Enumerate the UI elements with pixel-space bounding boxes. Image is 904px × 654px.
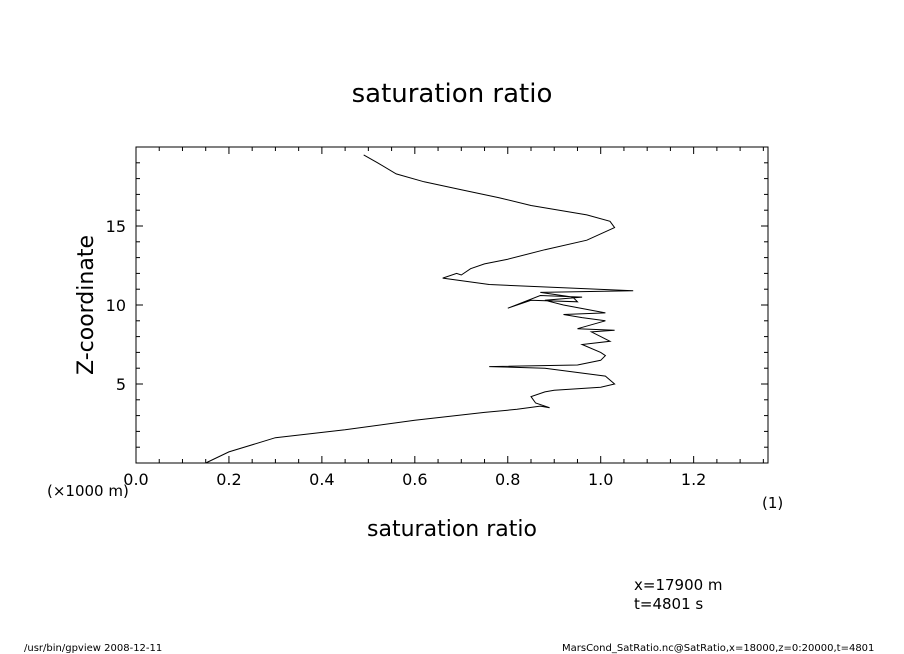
y-unit-label: (×1000 m) bbox=[47, 482, 129, 500]
x-tick-label: 1.0 bbox=[588, 470, 613, 489]
tick-marks bbox=[135, 147, 768, 463]
x-tick-label: 1.2 bbox=[681, 470, 706, 489]
y-axis-label: Z-coordinate bbox=[74, 235, 99, 375]
x-tick-label: 0.2 bbox=[216, 470, 241, 489]
time-annotation: t=4801 s bbox=[634, 595, 703, 613]
position-annotation: x=17900 m bbox=[634, 576, 723, 594]
x-tick-label: 0.6 bbox=[402, 470, 427, 489]
y-tick-label: 10 bbox=[106, 296, 126, 315]
series-line bbox=[205, 154, 634, 464]
y-tick-labels: 5 10 15 bbox=[106, 217, 126, 394]
chart-title: saturation ratio bbox=[352, 79, 553, 109]
y-tick-label: 5 bbox=[116, 375, 126, 394]
x-axis-label: saturation ratio bbox=[367, 517, 537, 542]
footer-right: MarsCond_SatRatio.nc@SatRatio,x=18000,z=… bbox=[562, 643, 874, 654]
x-tick-labels: 0.0 0.2 0.4 0.6 0.8 1.0 1.2 bbox=[123, 470, 706, 489]
x-unit-label: (1) bbox=[762, 494, 783, 512]
x-tick-label: 0.4 bbox=[309, 470, 334, 489]
y-tick-label: 15 bbox=[106, 217, 126, 236]
x-tick-label: 0.8 bbox=[495, 470, 520, 489]
series-layer bbox=[205, 154, 634, 464]
footer-left: /usr/bin/gpview 2008-12-11 bbox=[24, 643, 162, 654]
x-tick-label: 0.0 bbox=[123, 470, 148, 489]
